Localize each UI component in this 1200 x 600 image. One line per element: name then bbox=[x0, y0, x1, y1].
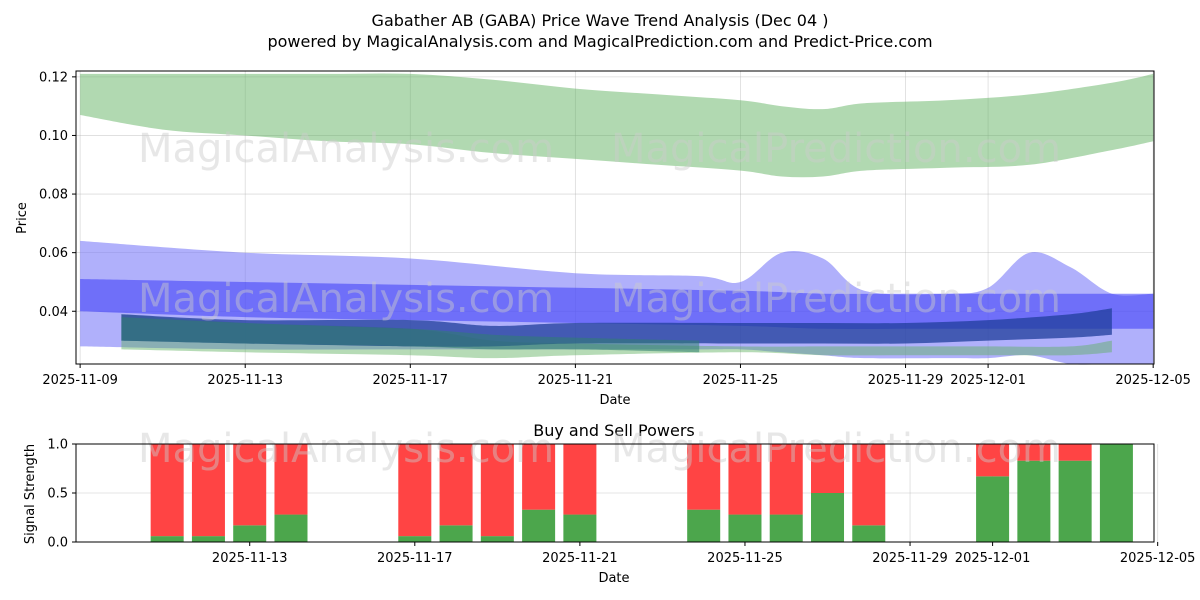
buy-bar-9 bbox=[687, 509, 721, 542]
buy-bar-10 bbox=[728, 514, 762, 542]
signal-y-label: Signal Strength bbox=[23, 444, 38, 544]
price-watermarks: MagicalAnalysis.com MagicalPrediction.com… bbox=[138, 126, 1061, 322]
price-x-tick-label-6: 2025-12-01 bbox=[950, 373, 1026, 388]
buy-bar-15 bbox=[1017, 460, 1051, 542]
signal-x-tick-label-3: 2025-11-25 bbox=[707, 551, 783, 566]
sell-bar-3 bbox=[274, 444, 308, 515]
price-watermark-0: MagicalAnalysis.com bbox=[138, 126, 554, 172]
price-y-tick-label-0: 0.04 bbox=[39, 305, 68, 320]
buy-bar-14 bbox=[976, 476, 1010, 542]
signal-watermarks: MagicalAnalysis.com MagicalPrediction.com bbox=[138, 426, 1061, 472]
price-x-tick-label-5: 2025-11-29 bbox=[868, 373, 944, 388]
signal-x-tick-label-0: 2025-11-13 bbox=[212, 551, 288, 566]
green-high-band bbox=[80, 73, 1154, 178]
signal-y-axis: 0.0 0.5 1.0 bbox=[47, 438, 76, 551]
signal-y-tick-label-0: 0.0 bbox=[47, 536, 68, 551]
price-plot: MagicalAnalysis.com MagicalPrediction.com… bbox=[15, 70, 1191, 408]
sell-bar-1 bbox=[191, 444, 225, 537]
signal-plot: Buy and Sell Powers MagicalAnalysis.com M… bbox=[23, 421, 1195, 586]
price-y-label: Price bbox=[15, 202, 30, 234]
buy-bar-12 bbox=[810, 493, 845, 542]
signal-x-label: Date bbox=[598, 571, 629, 586]
signal-y-tick-label-2: 1.0 bbox=[47, 438, 68, 453]
signal-title: Buy and Sell Powers bbox=[533, 421, 695, 440]
sell-bar-5 bbox=[439, 444, 473, 526]
price-x-tick-label-0: 2025-11-09 bbox=[42, 373, 118, 388]
signal-watermark-0: MagicalAnalysis.com bbox=[138, 426, 554, 472]
signal-bars bbox=[150, 444, 1133, 542]
price-x-tick-label-1: 2025-11-13 bbox=[207, 373, 283, 388]
price-bands bbox=[80, 73, 1154, 365]
sell-bar-12 bbox=[810, 444, 845, 493]
buy-bar-1 bbox=[191, 536, 225, 542]
sell-bar-8 bbox=[563, 444, 597, 515]
price-x-label: Date bbox=[599, 393, 630, 408]
price-x-axis: 2025-11-09 2025-11-13 2025-11-17 2025-11-21… bbox=[42, 364, 1191, 388]
price-x-tick-label-7: 2025-12-05 bbox=[1115, 373, 1191, 388]
chart-title: Gabather AB (GABA) Price Wave Trend Anal… bbox=[372, 11, 829, 30]
buy-bar-0 bbox=[150, 536, 184, 542]
buy-bar-13 bbox=[852, 525, 886, 542]
price-y-tick-label-1: 0.06 bbox=[39, 246, 68, 261]
sell-bar-15 bbox=[1017, 444, 1051, 461]
sell-bar-14 bbox=[976, 444, 1010, 477]
sell-bar-4 bbox=[398, 444, 432, 537]
buy-bar-7 bbox=[522, 509, 556, 542]
price-y-axis: 0.04 0.06 0.08 0.10 0.12 bbox=[39, 70, 76, 320]
sell-bar-2 bbox=[233, 444, 267, 526]
price-plot-frame bbox=[75, 70, 1155, 365]
sell-bar-0 bbox=[150, 444, 184, 537]
price-x-tick-label-4: 2025-11-25 bbox=[703, 373, 779, 388]
buy-bar-11 bbox=[769, 514, 803, 542]
buy-bar-4 bbox=[398, 536, 432, 542]
signal-x-tick-label-2: 2025-11-21 bbox=[542, 551, 618, 566]
price-y-tick-label-4: 0.12 bbox=[39, 70, 68, 85]
buy-bar-8 bbox=[563, 514, 597, 542]
buy-bar-2 bbox=[233, 525, 267, 542]
signal-x-tick-label-5: 2025-12-01 bbox=[955, 551, 1031, 566]
buy-bar-3 bbox=[274, 514, 308, 542]
sell-bar-9 bbox=[687, 444, 721, 510]
price-watermark-2: MagicalAnalysis.com bbox=[138, 276, 554, 322]
sell-bar-7 bbox=[522, 444, 556, 510]
signal-x-tick-label-6: 2025-12-05 bbox=[1120, 551, 1196, 566]
sell-bar-10 bbox=[728, 444, 762, 515]
signal-watermark-1: MagicalPrediction.com bbox=[611, 426, 1061, 472]
sell-bar-13 bbox=[852, 444, 886, 526]
chart-subtitle: powered by MagicalAnalysis.com and Magic… bbox=[267, 32, 932, 51]
sell-bar-11 bbox=[769, 444, 803, 515]
green-low-band bbox=[121, 314, 1112, 359]
buy-bar-17 bbox=[1099, 444, 1133, 542]
sell-bar-6 bbox=[480, 444, 514, 537]
price-watermark-1: MagicalPrediction.com bbox=[611, 126, 1061, 172]
price-watermark-3: MagicalPrediction.com bbox=[611, 276, 1061, 322]
price-x-tick-label-2: 2025-11-17 bbox=[373, 373, 449, 388]
signal-x-axis: 2025-11-13 2025-11-17 2025-11-21 2025-11-25… bbox=[212, 542, 1196, 566]
signal-x-tick-label-4: 2025-11-29 bbox=[872, 551, 948, 566]
buy-bar-6 bbox=[480, 536, 514, 542]
blue-dense-band bbox=[80, 279, 1154, 330]
signal-x-tick-label-1: 2025-11-17 bbox=[377, 551, 453, 566]
price-x-tick-label-3: 2025-11-21 bbox=[538, 373, 614, 388]
buy-bar-5 bbox=[439, 525, 473, 542]
price-y-tick-label-3: 0.10 bbox=[39, 129, 68, 144]
teal-center-band bbox=[121, 317, 700, 353]
price-y-tick-label-2: 0.08 bbox=[39, 188, 68, 203]
signal-y-tick-label-1: 0.5 bbox=[47, 487, 68, 502]
sell-bar-16 bbox=[1058, 444, 1092, 461]
buy-bar-16 bbox=[1058, 460, 1092, 542]
